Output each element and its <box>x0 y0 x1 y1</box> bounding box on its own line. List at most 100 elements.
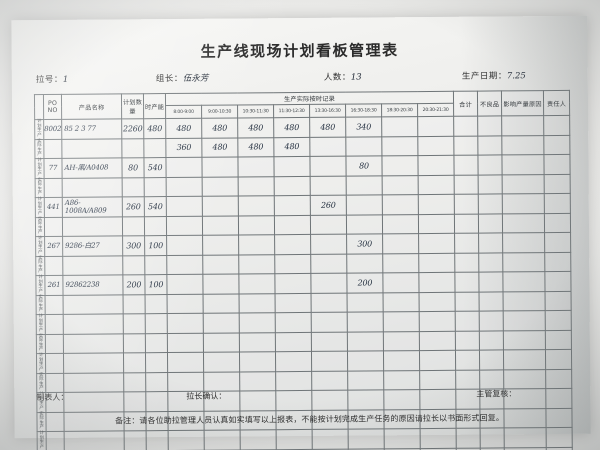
cell-reason[interactable] <box>504 427 547 448</box>
cell-reason[interactable] <box>502 252 545 272</box>
cell-hourly-capacity[interactable] <box>145 352 168 373</box>
cell-slot-1[interactable] <box>167 371 204 392</box>
cell-slot-6[interactable]: 80 <box>345 155 383 176</box>
cell-slot-6[interactable] <box>348 428 385 449</box>
cell-slot-1[interactable] <box>166 235 203 256</box>
cell-slot-6[interactable]: 200 <box>346 272 384 293</box>
cell-po-no[interactable] <box>45 372 64 393</box>
cell-defect[interactable] <box>478 193 503 214</box>
cell-product-name[interactable] <box>63 294 124 315</box>
cell-slot-5[interactable] <box>309 136 346 157</box>
cell-owner[interactable] <box>543 154 571 175</box>
cell-product-name[interactable] <box>61 138 122 159</box>
cell-hourly-capacity[interactable]: 100 <box>144 274 168 295</box>
cell-product-name[interactable] <box>62 255 123 276</box>
cell-owner[interactable] <box>544 173 571 194</box>
cell-slot-3[interactable] <box>239 371 276 391</box>
cell-product-name[interactable] <box>63 352 124 373</box>
cell-slot-1[interactable]: 480 <box>165 118 202 139</box>
cell-slot-4[interactable] <box>275 312 312 333</box>
cell-slot-2[interactable] <box>203 351 240 372</box>
cell-reason[interactable] <box>502 193 545 214</box>
cell-slot-5[interactable] <box>310 234 347 254</box>
cell-slot-8[interactable] <box>419 369 456 390</box>
cell-po-no[interactable] <box>45 314 64 335</box>
cell-slot-3[interactable] <box>239 351 276 372</box>
cell-owner[interactable] <box>545 368 572 389</box>
cell-plan-qty[interactable]: 2260 <box>121 118 144 139</box>
cell-plan-qty[interactable] <box>123 372 146 392</box>
cell-slot-2[interactable] <box>202 254 239 275</box>
cell-slot-1[interactable] <box>166 196 203 217</box>
cell-slot-3[interactable] <box>238 195 275 216</box>
cell-po-no[interactable] <box>45 333 64 354</box>
cell-po-no[interactable]: 441 <box>44 197 63 218</box>
cell-plan-qty[interactable] <box>123 313 146 334</box>
cell-slot-4[interactable] <box>275 331 312 352</box>
cell-slot-4[interactable] <box>275 370 312 391</box>
cell-slot-6[interactable] <box>346 194 383 215</box>
cell-total[interactable] <box>453 116 478 136</box>
cell-total[interactable] <box>454 194 479 214</box>
cell-total[interactable] <box>454 252 479 273</box>
cell-slot-2[interactable] <box>202 176 239 197</box>
cell-product-name[interactable] <box>64 430 125 450</box>
cell-owner[interactable] <box>543 115 570 136</box>
cell-po-no[interactable] <box>46 431 65 450</box>
cell-defect[interactable] <box>477 135 502 156</box>
cell-plan-qty[interactable] <box>124 430 147 450</box>
cell-hourly-capacity[interactable] <box>144 255 167 275</box>
cell-product-name[interactable]: 92862238 <box>62 274 124 295</box>
cell-po-no[interactable] <box>45 411 65 432</box>
cell-slot-4[interactable] <box>274 214 311 235</box>
cell-defect[interactable] <box>480 427 505 448</box>
cell-defect[interactable] <box>479 349 504 370</box>
cell-reason[interactable] <box>502 271 546 292</box>
cell-slot-8[interactable] <box>418 233 455 254</box>
cell-slot-1[interactable] <box>167 332 204 353</box>
cell-slot-3[interactable] <box>238 176 275 196</box>
cell-slot-7[interactable] <box>383 370 420 390</box>
cell-slot-7[interactable] <box>382 233 419 254</box>
cell-slot-6[interactable] <box>347 292 384 313</box>
cell-slot-5[interactable] <box>311 312 348 332</box>
cell-slot-6[interactable] <box>347 350 384 371</box>
cell-slot-2[interactable]: 480 <box>201 117 238 138</box>
cell-owner[interactable] <box>546 427 573 448</box>
cell-slot-2[interactable] <box>203 312 240 333</box>
cell-slot-8[interactable] <box>418 272 456 293</box>
cell-slot-4[interactable] <box>274 195 311 216</box>
cell-plan-qty[interactable] <box>123 333 146 353</box>
cell-plan-qty[interactable] <box>122 255 145 275</box>
cell-defect[interactable] <box>478 252 503 273</box>
cell-slot-2[interactable] <box>203 371 240 392</box>
cell-po-no[interactable] <box>45 353 64 374</box>
cell-owner[interactable] <box>544 271 572 292</box>
cell-slot-1[interactable] <box>167 313 204 334</box>
cell-reason[interactable] <box>502 232 545 253</box>
cell-product-name[interactable] <box>63 333 124 354</box>
cell-slot-6[interactable] <box>346 214 383 235</box>
cell-reason[interactable] <box>503 291 546 311</box>
cell-slot-6[interactable] <box>346 253 383 274</box>
cell-slot-6[interactable]: 300 <box>346 233 383 254</box>
cell-defect[interactable] <box>478 232 503 253</box>
cell-product-name[interactable] <box>63 313 124 334</box>
cell-slot-8[interactable] <box>419 291 456 312</box>
cell-slot-6[interactable] <box>347 331 384 352</box>
cell-plan-qty[interactable] <box>123 352 146 373</box>
cell-defect[interactable] <box>477 115 502 136</box>
cell-slot-2[interactable] <box>202 195 239 216</box>
cell-slot-5[interactable] <box>312 429 349 449</box>
cell-slot-4[interactable]: 480 <box>273 117 310 138</box>
cell-plan-qty[interactable] <box>122 177 145 197</box>
cell-slot-4[interactable] <box>274 273 312 294</box>
cell-total[interactable] <box>455 350 480 370</box>
cell-reason[interactable] <box>502 213 545 233</box>
cell-slot-8[interactable] <box>419 350 456 371</box>
cell-defect[interactable] <box>479 291 504 312</box>
cell-slot-1[interactable] <box>166 274 204 295</box>
cell-owner[interactable] <box>544 251 571 272</box>
cell-slot-2[interactable] <box>203 293 240 314</box>
cell-slot-8[interactable] <box>418 252 455 273</box>
